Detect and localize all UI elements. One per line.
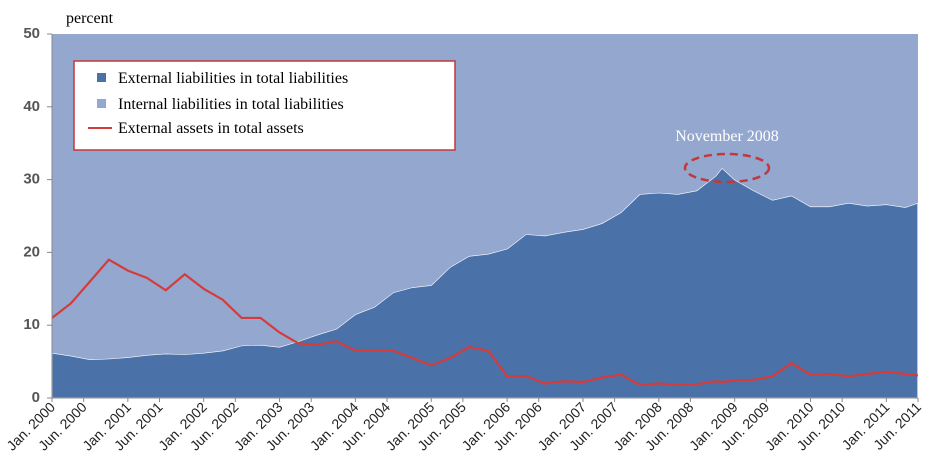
y-tick-label: 40: [23, 98, 40, 115]
line: [52, 258, 918, 387]
legend-label: External liabilities in total liabilitie…: [118, 70, 348, 87]
annotation: November 2008: [675, 128, 779, 145]
y-tick-label: 0: [32, 389, 40, 406]
legend-box: [73, 60, 456, 151]
y-tick-label: 30: [23, 171, 40, 188]
y-tick-label: 50: [23, 25, 40, 42]
highlight-ellipse: [683, 152, 771, 184]
y-axis-label: percent: [66, 10, 114, 27]
legend-swatch: [97, 73, 106, 82]
plot-area: [52, 34, 918, 398]
legend-swatch: [97, 99, 106, 108]
legend: External liabilities in total liabilitie…: [73, 60, 456, 151]
y-tick-label: 10: [23, 316, 40, 333]
y-tick-label: 20: [23, 243, 40, 260]
legend-label: External assets in total assets: [118, 120, 304, 137]
legend-label: Internal liabilities in total liabilitie…: [118, 96, 344, 113]
